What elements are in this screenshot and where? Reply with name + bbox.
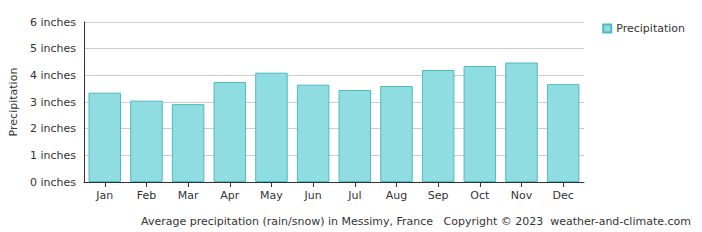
svg-text:1 inches: 1 inches [30,149,76,162]
svg-text:Sep: Sep [428,189,449,202]
svg-text:Mar: Mar [178,189,199,202]
svg-text:Dec: Dec [553,189,574,202]
svg-text:Aug: Aug [386,189,407,202]
svg-text:4 inches: 4 inches [30,69,76,82]
svg-text:May: May [260,189,283,202]
svg-text:6 inches: 6 inches [30,16,76,29]
svg-text:0 inches: 0 inches [30,176,76,189]
svg-text:Jun: Jun [304,189,322,202]
svg-text:Jul: Jul [347,189,361,202]
svg-text:Jan: Jan [95,189,113,202]
svg-text:5 inches: 5 inches [30,42,76,55]
svg-text:Feb: Feb [137,189,156,202]
svg-text:Average precipitation (rain/sn: Average precipitation (rain/snow) in Mes… [141,215,691,228]
svg-text:Oct: Oct [470,189,490,202]
svg-text:Precipitation: Precipitation [7,68,20,137]
svg-text:Precipitation: Precipitation [616,22,685,35]
svg-text:Apr: Apr [220,189,240,202]
svg-text:2 inches: 2 inches [30,122,76,135]
svg-text:Nov: Nov [511,189,533,202]
svg-text:3 inches: 3 inches [30,96,76,109]
